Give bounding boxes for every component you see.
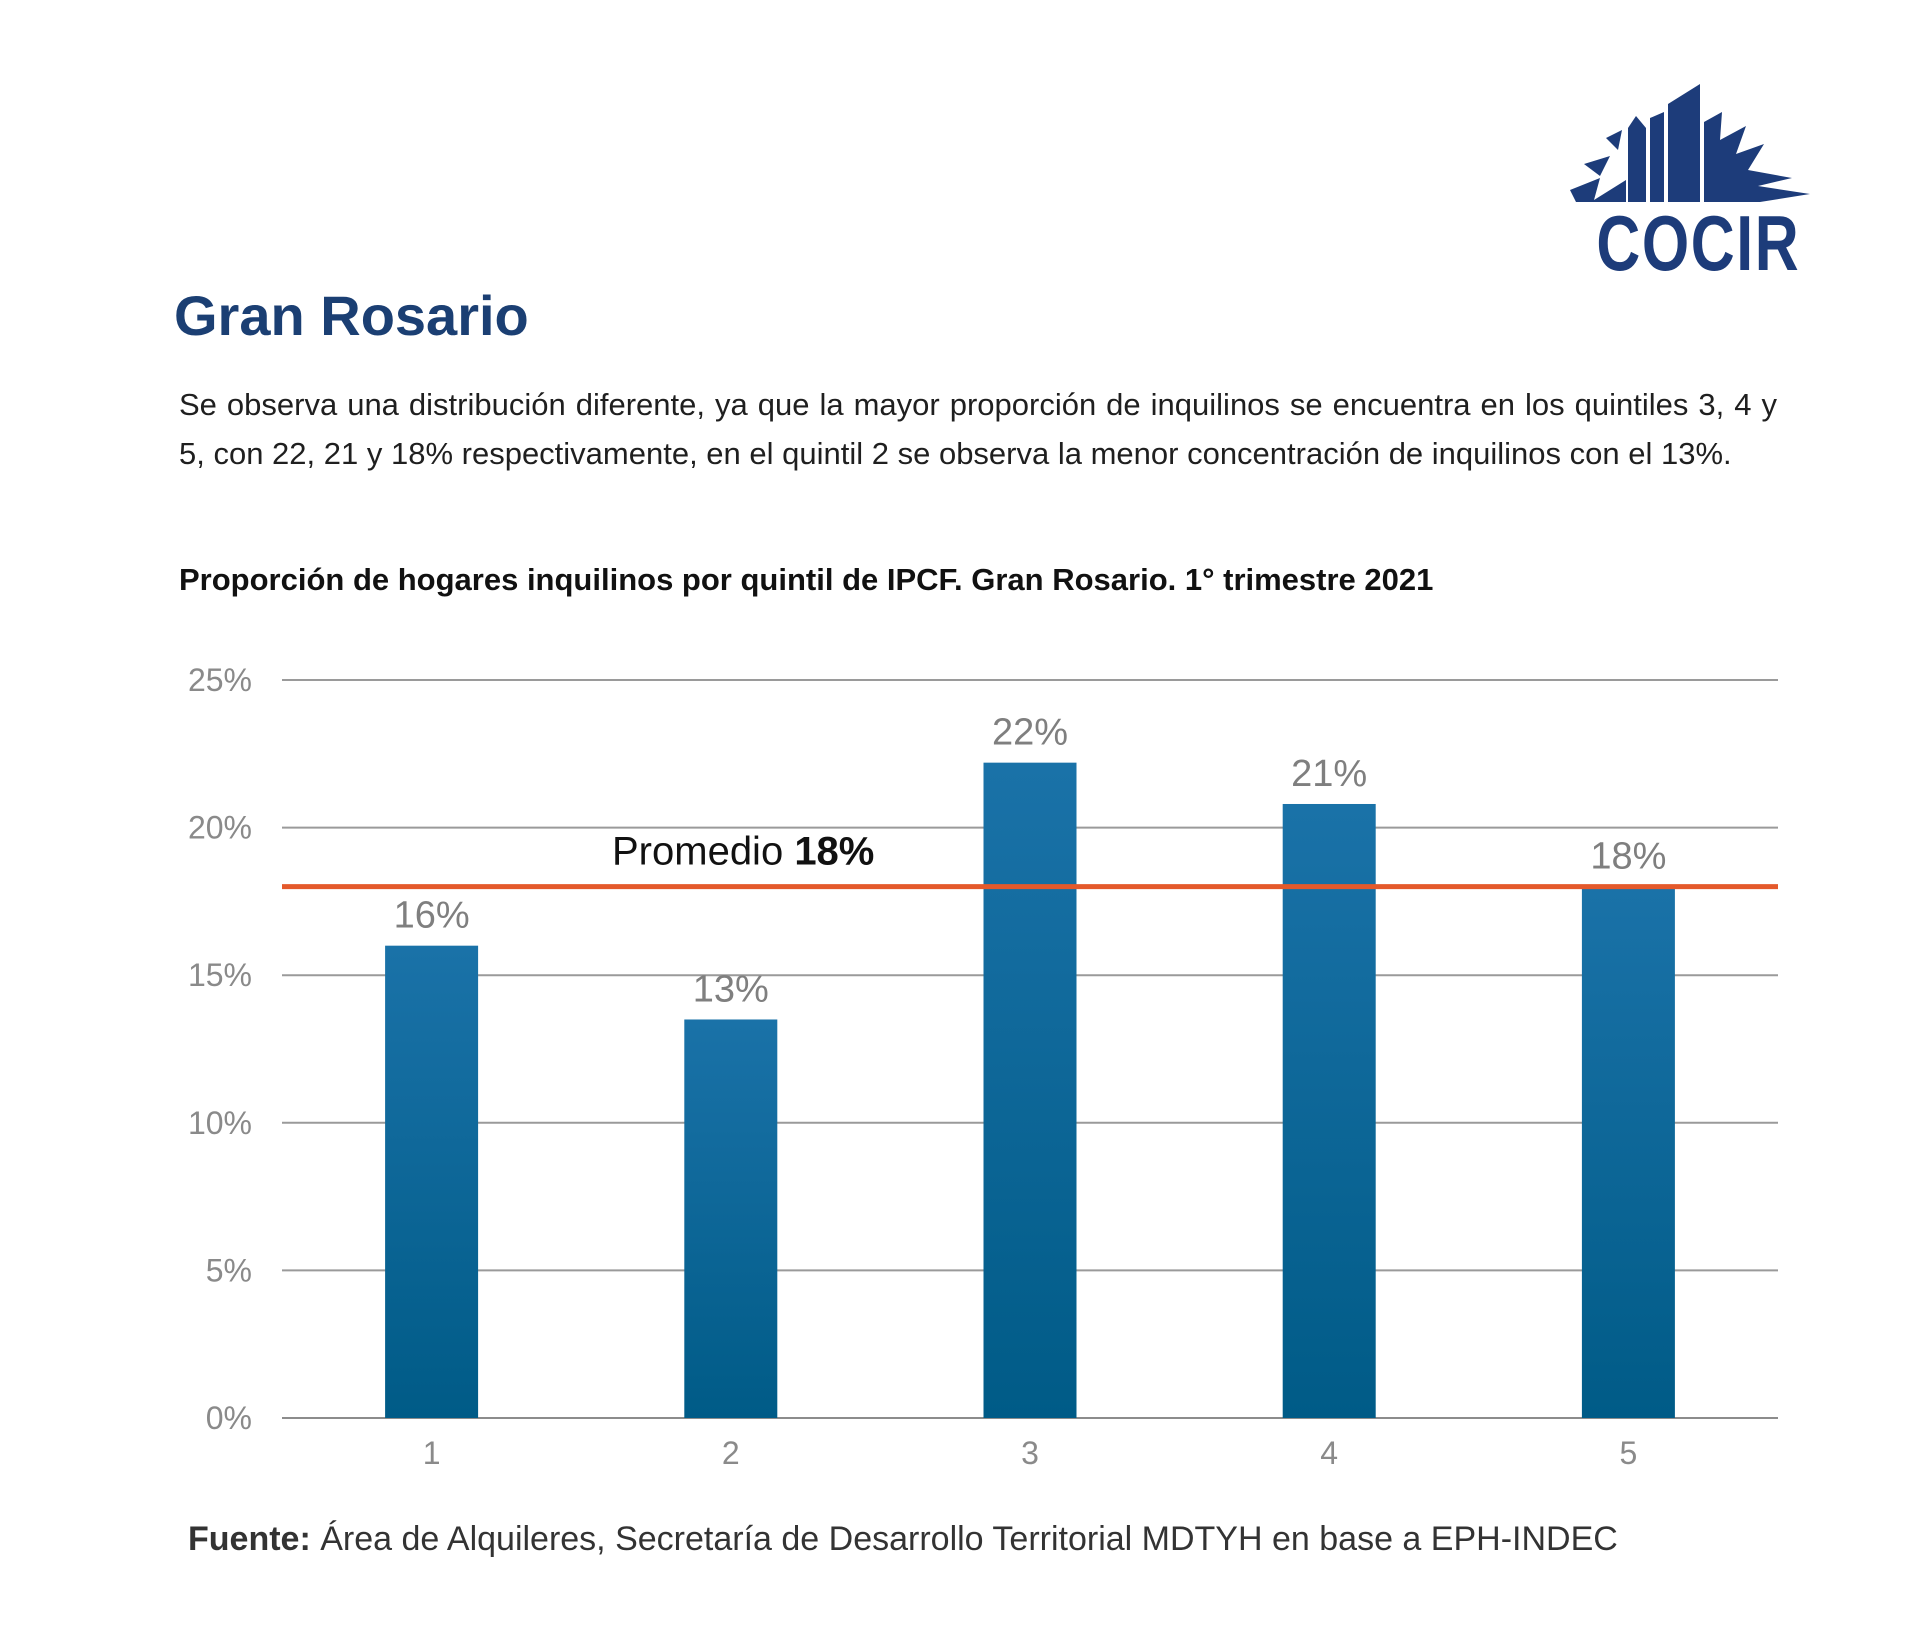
logo-text: COCIR [1596, 199, 1801, 287]
grid-lines: 0% 5% 10% 15% 20% 25% [188, 662, 1778, 1436]
data-label: 13% [693, 968, 769, 1010]
source-note: Fuente: Área de Alquileres, Secretaría d… [188, 1520, 1618, 1559]
bar [1581, 886, 1675, 1418]
average-label-value: 18% [794, 830, 874, 874]
x-tick-label: 1 [423, 1435, 441, 1471]
cocir-logo: COCIR [1570, 82, 1810, 282]
average-label-prefix: Promedio [612, 830, 794, 874]
y-tick-label: 15% [188, 957, 252, 993]
x-axis-ticks: 1 2 3 4 5 [423, 1435, 1638, 1471]
y-tick-label: 25% [188, 662, 252, 698]
x-tick-label: 2 [722, 1435, 740, 1471]
bar [684, 1019, 778, 1418]
intro-paragraph: Se observa una distribución diferente, y… [179, 387, 1777, 471]
bar [385, 945, 479, 1418]
x-tick-label: 4 [1320, 1435, 1338, 1471]
page-title: Gran Rosario [174, 284, 529, 347]
x-tick-label: 5 [1620, 1435, 1638, 1471]
bar [1282, 803, 1376, 1418]
bar [983, 762, 1077, 1418]
data-label: 18% [1590, 836, 1666, 878]
x-tick-label: 3 [1021, 1435, 1039, 1471]
bars [385, 762, 1675, 1418]
cocir-emblem-icon [1570, 84, 1810, 202]
y-tick-label: 0% [206, 1400, 252, 1436]
data-label: 21% [1291, 753, 1367, 795]
source-text: Área de Alquileres, Secretaría de Desarr… [320, 1520, 1618, 1558]
chart-title: Proporción de hogares inquilinos por qui… [179, 562, 1434, 597]
data-label: 16% [394, 895, 470, 937]
y-tick-label: 20% [188, 810, 252, 846]
average-label: Promedio 18% [612, 830, 874, 874]
y-tick-label: 5% [206, 1252, 252, 1288]
source-label: Fuente: [188, 1520, 311, 1558]
y-tick-label: 10% [188, 1105, 252, 1141]
reference-line-group: Promedio 18% [282, 830, 1778, 890]
data-labels: 16% 13% 22% 21% 18% [394, 712, 1667, 1011]
data-label: 22% [992, 712, 1068, 754]
